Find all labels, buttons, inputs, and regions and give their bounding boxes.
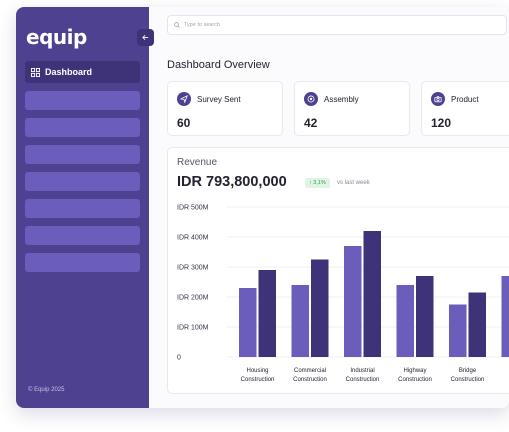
bar (416, 276, 434, 357)
sidebar-item-dashboard[interactable]: Dashboard (25, 61, 140, 83)
x-tick-label: Housing (246, 368, 268, 374)
stat-label: Survey Sent (197, 95, 241, 104)
camera-icon (431, 92, 445, 106)
x-tick-label: Industrial (350, 368, 374, 374)
stat-value: 42 (304, 116, 318, 130)
bar (311, 259, 329, 357)
revenue-card: Revenue IDR 793,800,000 ↑ 3,1% vs last w… (167, 147, 509, 394)
change-suffix: vs last week (337, 180, 370, 186)
stat-label: Product (451, 95, 479, 104)
stat-card-assembly[interactable]: Assembly 42 (294, 81, 410, 136)
stat-card-product[interactable]: Product 120 (421, 81, 509, 136)
sidebar: equip Dashboard © Equip 2025 (16, 7, 149, 408)
sidebar-item[interactable] (25, 226, 140, 245)
bar (363, 231, 381, 357)
stat-value: 120 (431, 116, 452, 130)
x-tick-label: Construction (398, 377, 432, 383)
change-badge: ↑ 3,1% (305, 178, 330, 188)
logo: equip (26, 25, 87, 49)
y-tick-label: IDR 400M (177, 235, 209, 242)
x-tick-label: Construction (241, 377, 275, 383)
bar (239, 288, 257, 357)
bar (468, 292, 486, 357)
y-tick-label: 0 (177, 355, 181, 362)
x-tick-label: Bridge (459, 368, 477, 374)
y-tick-label: IDR 500M (177, 205, 209, 212)
revenue-chart: IDR 500M IDR 400M IDR 300M IDR 200M IDR 100M… (177, 205, 509, 383)
revenue-amount: IDR 793,800,000 (177, 174, 287, 190)
revenue-title: Revenue (177, 157, 218, 168)
sidebar-item-label: Dashboard (45, 67, 93, 77)
search-input[interactable]: Type to search (167, 15, 507, 35)
bar (291, 285, 309, 357)
grid-icon (31, 67, 40, 77)
stat-label: Assembly (324, 95, 359, 104)
sidebar-item[interactable] (25, 91, 140, 110)
search-icon (174, 22, 180, 28)
x-tick-label: Construction (346, 377, 380, 383)
x-tick-label: Highway (403, 368, 426, 374)
stat-card-survey[interactable]: Survey Sent 60 (167, 81, 283, 136)
target-icon (304, 92, 318, 106)
send-icon (177, 92, 191, 106)
x-tick-label: Construction (451, 377, 485, 383)
bar (501, 276, 509, 357)
sidebar-item[interactable] (25, 172, 140, 191)
footer-copyright: © Equip 2025 (28, 387, 65, 393)
x-tick-label: Commercial (294, 368, 326, 374)
bar (344, 246, 362, 357)
x-tick-label: Construction (293, 377, 327, 383)
sidebar-item[interactable] (25, 118, 140, 137)
app-window: equip Dashboard © Equip 2025 Type to sea… (16, 7, 509, 408)
sidebar-item[interactable] (25, 145, 140, 164)
search-placeholder: Type to search (184, 22, 221, 28)
page-title: Dashboard Overview (167, 59, 270, 71)
collapse-sidebar-button[interactable] (137, 29, 154, 46)
sidebar-item[interactable] (25, 199, 140, 218)
y-tick-label: IDR 100M (177, 325, 209, 332)
y-tick-label: IDR 200M (177, 295, 209, 302)
main-content: Type to search Dashboard Overview Survey… (149, 7, 509, 408)
arrow-left-icon (142, 35, 149, 40)
sidebar-item[interactable] (25, 253, 140, 272)
bar (449, 304, 467, 357)
bar (258, 270, 276, 357)
y-tick-label: IDR 300M (177, 265, 209, 272)
stat-value: 60 (177, 116, 191, 130)
bar (396, 285, 414, 357)
